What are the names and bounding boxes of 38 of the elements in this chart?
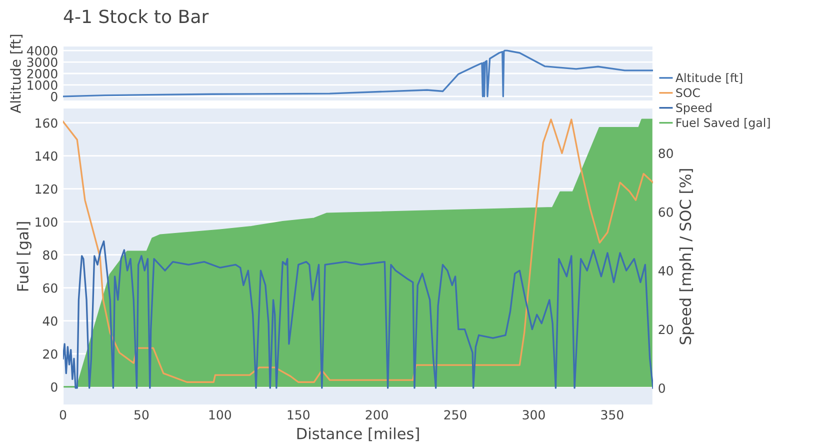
y-tick-label: 0 bbox=[51, 382, 58, 392]
x-tick-label: 200 bbox=[366, 410, 388, 420]
y-tick-label: 60 bbox=[43, 283, 58, 293]
legend-label: SOC bbox=[676, 88, 700, 98]
y-tick-label: 40 bbox=[42, 316, 58, 326]
legend-label: Altitude [ft] bbox=[676, 73, 742, 84]
y-axis-title: Altitude [ft] bbox=[10, 34, 22, 114]
y2-tick-label: 80 bbox=[658, 148, 673, 158]
y-tick-label: 1000 bbox=[28, 80, 58, 90]
line-series bbox=[63, 50, 653, 98]
y2-tick-label: 40 bbox=[658, 266, 673, 276]
line-series bbox=[63, 240, 653, 389]
y-tick-label: 20 bbox=[43, 349, 58, 359]
y2-axis-title: Speed [mph] / SOC [%] bbox=[679, 169, 694, 344]
y-tick-label: 2000 bbox=[27, 68, 58, 78]
legend-label: Speed bbox=[676, 103, 712, 114]
y-tick-label: 3000 bbox=[27, 58, 58, 67]
chart-title: 4-1 Stock to Bar bbox=[64, 9, 209, 24]
x-tick-label: 300 bbox=[522, 410, 545, 420]
x-tick-label: 350 bbox=[601, 410, 624, 420]
x-tick-label: 0 bbox=[60, 410, 66, 420]
y2-tick-label: 0 bbox=[658, 383, 665, 393]
y-tick-label: 160 bbox=[36, 118, 58, 128]
y-tick-label: 4000 bbox=[26, 46, 58, 56]
x-tick-label: 50 bbox=[134, 410, 149, 420]
x-tick-label: 250 bbox=[444, 410, 466, 420]
y-tick-label: 100 bbox=[36, 217, 58, 227]
x-tick-label: 150 bbox=[288, 410, 310, 420]
y-tick-label: 80 bbox=[43, 250, 58, 260]
legend-label: Fuel Saved [gal] bbox=[676, 118, 770, 130]
y2-tick-label: 60 bbox=[658, 207, 673, 217]
y-tick-label: 140 bbox=[36, 151, 58, 161]
x-tick-label: 100 bbox=[209, 410, 232, 420]
y-tick-label: 120 bbox=[36, 184, 58, 194]
y-tick-label: 0 bbox=[51, 92, 58, 102]
y-axis-title: Fuel [gal] bbox=[16, 222, 32, 291]
y2-tick-label: 20 bbox=[658, 324, 673, 334]
x-axis-title: Distance [miles] bbox=[297, 428, 419, 442]
